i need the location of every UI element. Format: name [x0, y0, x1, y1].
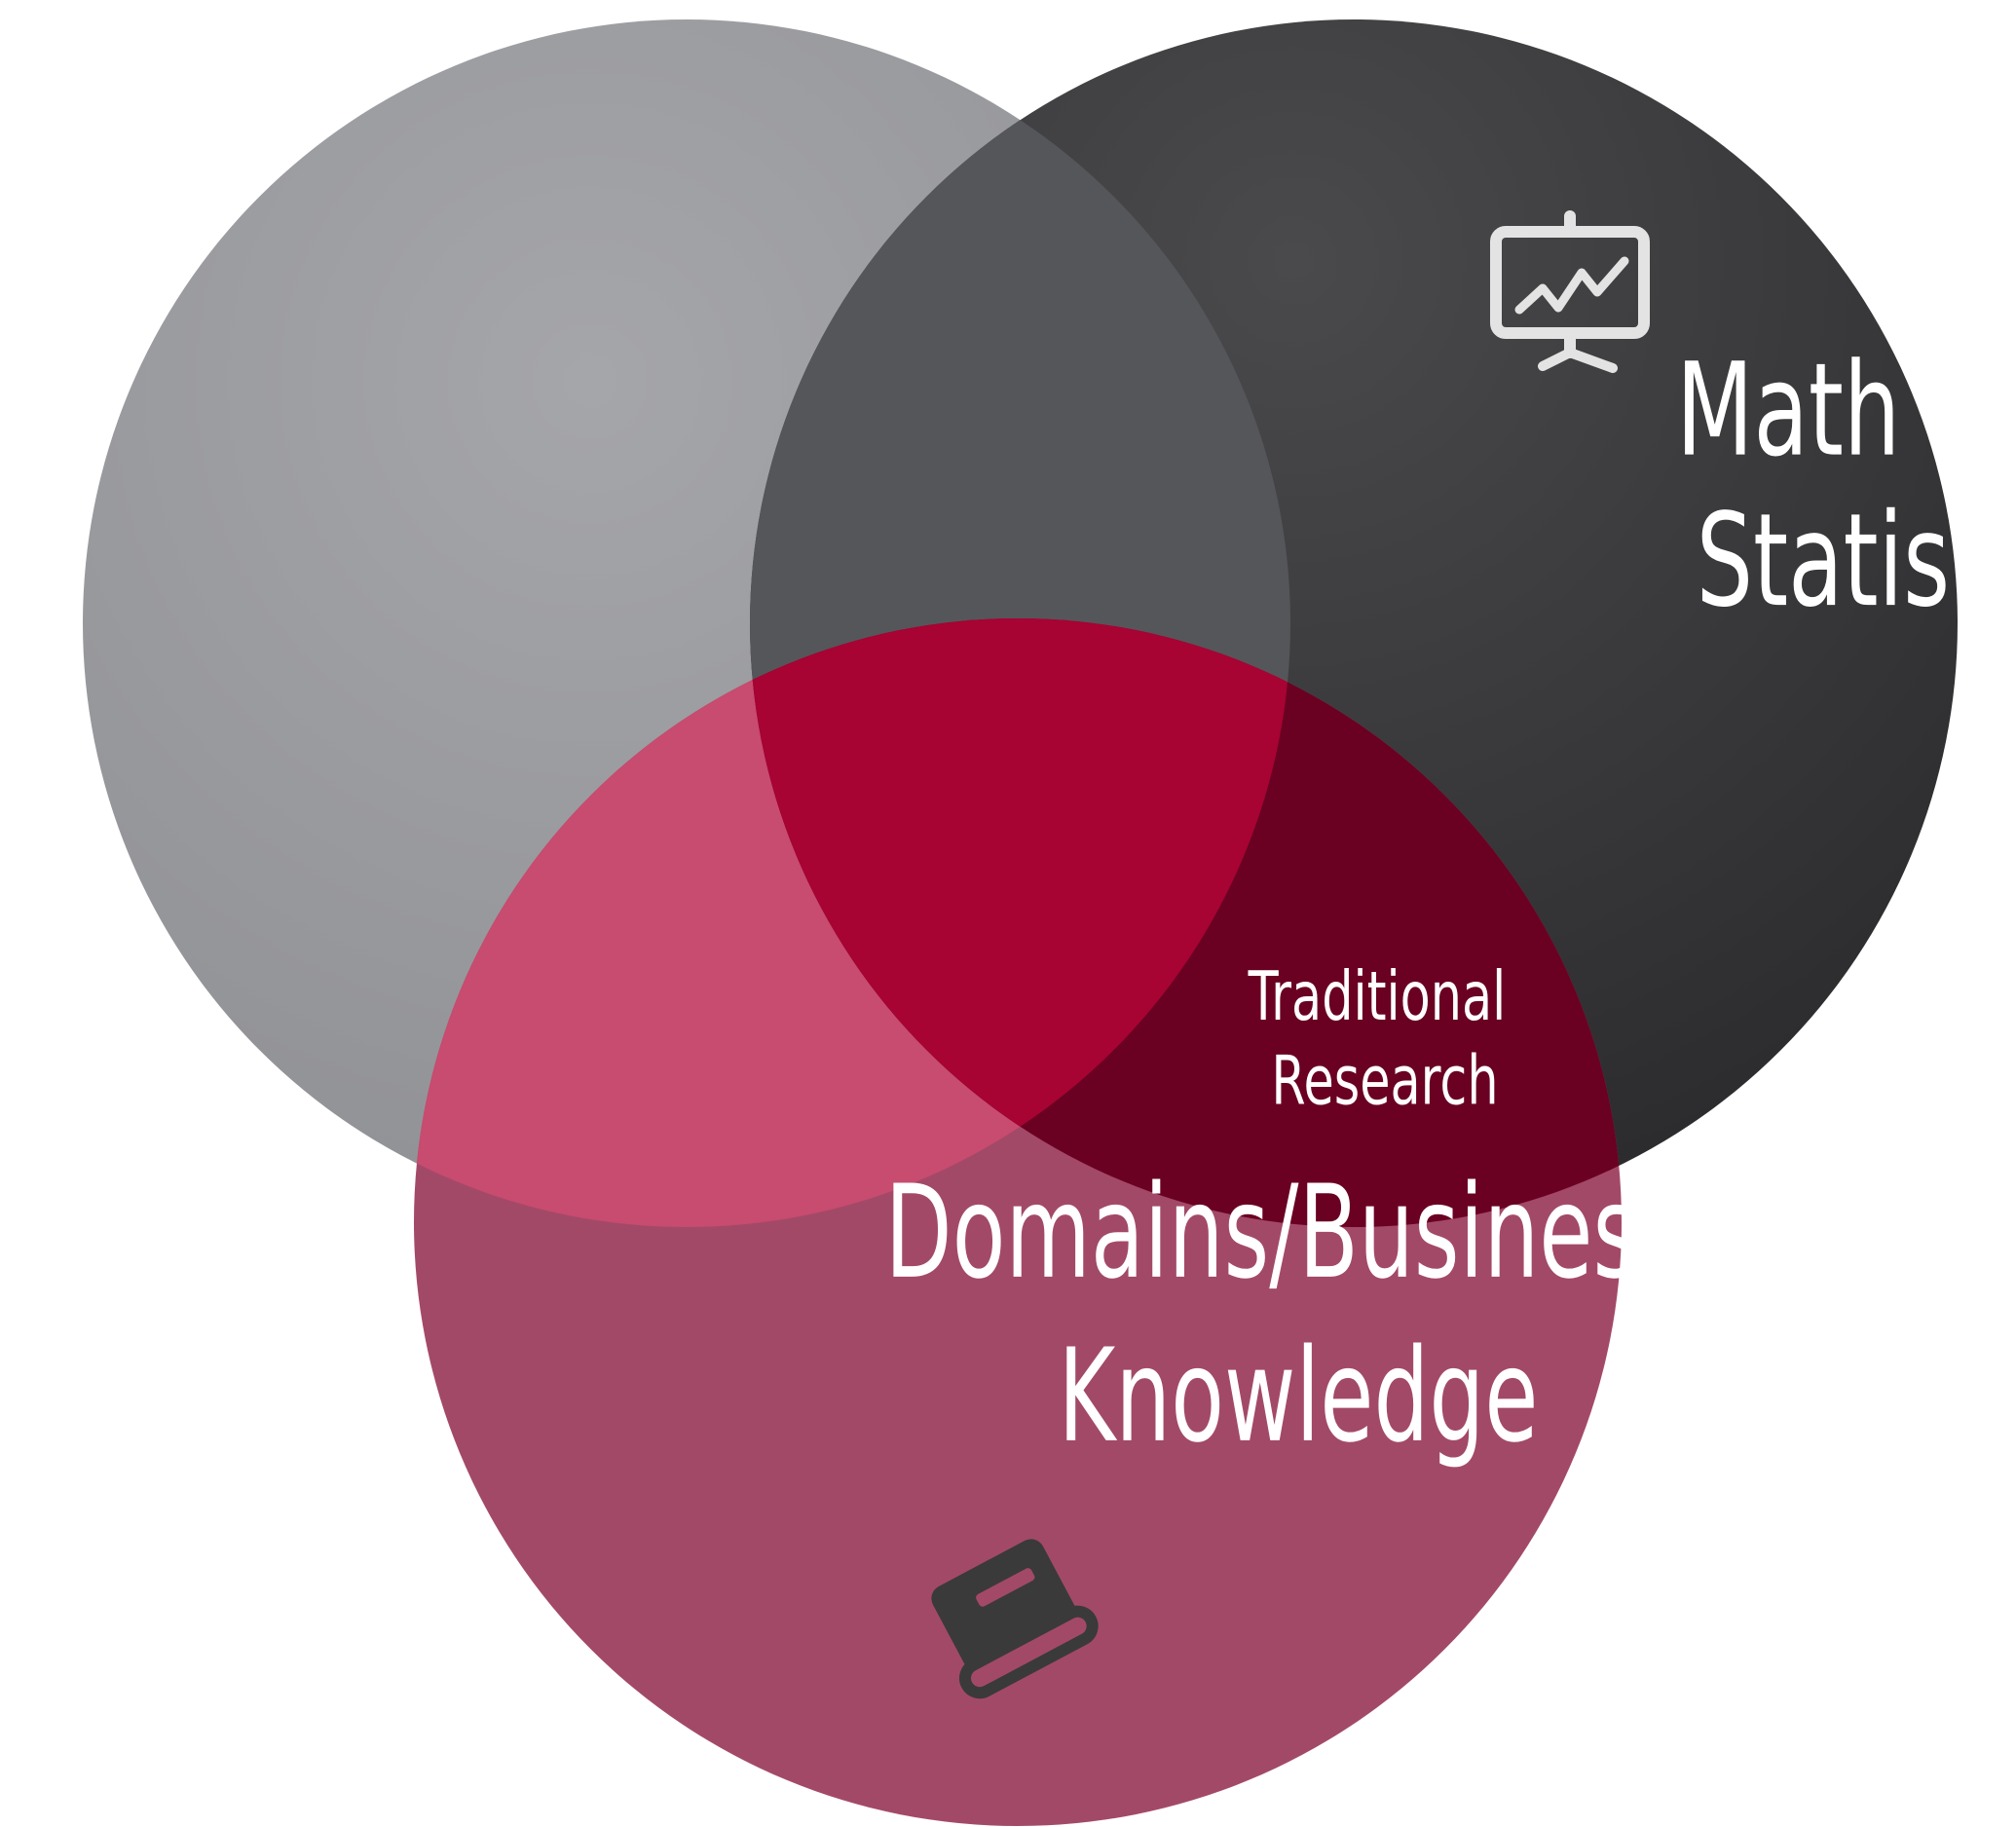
book-icon	[931, 1539, 1099, 1699]
traditional-research-line-1: Traditional	[1248, 958, 1506, 1036]
domains-business-line-1: Domains/Business	[885, 1157, 1684, 1307]
math-statistics-line-1: Math and	[1676, 335, 2016, 485]
traditional-research-line-2: Research	[1271, 1043, 1498, 1121]
math-statistics-line-2: Statistics	[1697, 485, 2016, 635]
presentation-chart-icon	[1490, 210, 1650, 373]
domains-business-line-2: Knowledge	[1059, 1321, 1539, 1471]
math-statistics-label: Math and Statistics	[1676, 335, 2016, 636]
domains-business-label: Domains/Business Knowledge	[885, 1157, 1712, 1471]
traditional-research-label: Traditional Research	[1248, 958, 1522, 1120]
